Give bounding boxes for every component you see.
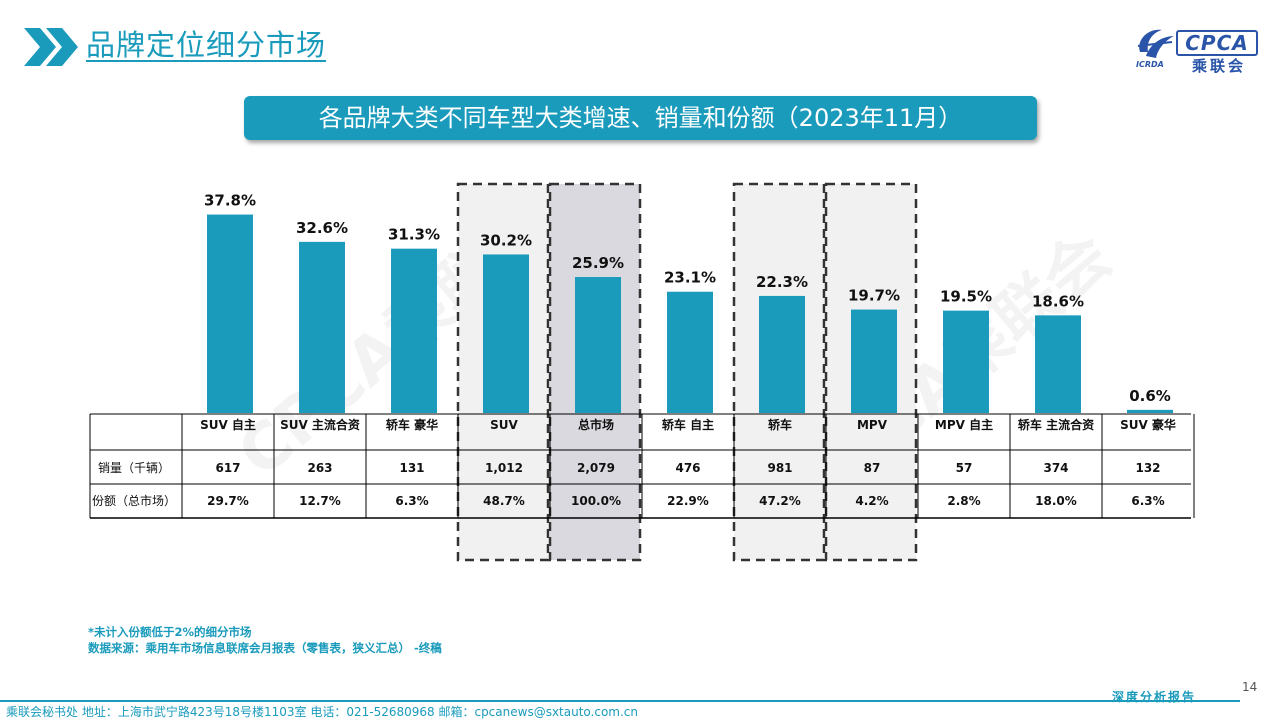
- table-cell: 22.9%: [667, 494, 709, 508]
- table-cell: 18.0%: [1035, 494, 1077, 508]
- table-cell: 48.7%: [483, 494, 525, 508]
- footer-divider: [0, 700, 1240, 702]
- chart-title-banner: 各品牌大类不同车型大类增速、销量和份额（2023年11月）: [244, 96, 1037, 140]
- table-cell: 100.0%: [571, 494, 621, 508]
- cpca-logo: CPCA 乘联会 ICRDA: [1132, 22, 1260, 75]
- bar: [299, 241, 345, 413]
- bar: [575, 277, 621, 413]
- x-tick-label: MPV 自主: [934, 418, 994, 432]
- table-cell: 29.7%: [207, 494, 249, 508]
- table-cell: 131: [399, 461, 425, 475]
- x-tick-label: MPV: [856, 418, 888, 432]
- bar-value-label: 22.3%: [756, 273, 808, 291]
- table-cell: 4.2%: [855, 494, 889, 508]
- x-tick-label: SUV 自主: [200, 418, 256, 432]
- cpca-emblem-icon: [1137, 29, 1174, 58]
- x-tick-label: SUV 豪华: [1120, 418, 1176, 432]
- footer-contact: 乘联会秘书处 地址：上海市武宁路423号18号楼1103室 电话：021-526…: [6, 705, 639, 719]
- bar-value-label: 31.3%: [388, 226, 440, 244]
- report-tag: 深度分析报告: [1112, 690, 1197, 704]
- x-tick-label: SUV 主流合资: [280, 418, 360, 432]
- bar-value-label: 18.6%: [1032, 292, 1084, 310]
- bar-value-label: 30.2%: [480, 231, 532, 249]
- bar: [943, 310, 989, 413]
- table-cell: 476: [675, 461, 701, 475]
- bar-value-label: 25.9%: [572, 254, 624, 272]
- table-cell: 132: [1135, 461, 1161, 475]
- page-number: 14: [1242, 680, 1258, 694]
- table-cell: 263: [307, 461, 333, 475]
- bar-value-label: 37.8%: [204, 192, 256, 210]
- table-cell: 57: [955, 461, 973, 475]
- cpca-logo-en: ICRDA: [1136, 60, 1164, 69]
- table-cell: 617: [215, 461, 241, 475]
- bar-value-label: 19.7%: [848, 287, 900, 305]
- bar-value-label: 19.5%: [940, 288, 992, 306]
- table-cell: 374: [1043, 461, 1069, 475]
- row-header: 销量（千辆）: [98, 461, 171, 475]
- double-chevron-icon: [24, 28, 78, 66]
- highlight-box: [824, 182, 918, 562]
- bar-value-label: 32.6%: [296, 219, 348, 237]
- x-tick-label: SUV: [490, 418, 518, 432]
- footnote: *未计入份额低于2%的细分市场: [88, 625, 252, 639]
- table-cell: 12.7%: [299, 494, 341, 508]
- x-tick-label: 轿车 主流合资: [1017, 418, 1095, 432]
- x-tick-label: 轿车 豪华: [385, 418, 439, 432]
- bar: [483, 254, 529, 413]
- table-cell: 2.8%: [947, 494, 981, 508]
- bar: [207, 214, 253, 413]
- bar: [1127, 409, 1173, 413]
- bar: [851, 309, 897, 413]
- table-cell: 87: [863, 461, 881, 475]
- row-header: 份额（总市场）: [92, 494, 177, 508]
- bar: [391, 248, 437, 413]
- x-tick-label: 轿车: [767, 418, 792, 432]
- x-tick-label: 总市场: [577, 418, 614, 432]
- bar: [667, 291, 713, 413]
- data-source: 数据来源：乘用车市场信息联席会月报表（零售表，狭义汇总） -终稿: [88, 641, 442, 655]
- bar: [1035, 315, 1081, 413]
- table-cell: 47.2%: [759, 494, 801, 508]
- cpca-logo-cn: 乘联会: [1191, 57, 1246, 75]
- table-cell: 981: [767, 461, 793, 475]
- table-cell: 6.3%: [1131, 494, 1165, 508]
- bar-value-label: 0.6%: [1129, 387, 1171, 405]
- table-cell: 6.3%: [395, 494, 429, 508]
- bar-value-label: 23.1%: [664, 269, 716, 287]
- cpca-logo-text: CPCA: [1176, 30, 1258, 56]
- bar: [759, 295, 805, 413]
- table-cell: 1,012: [485, 461, 523, 475]
- x-tick-label: 轿车 自主: [661, 418, 715, 432]
- page-title: 品牌定位细分市场: [86, 28, 327, 62]
- table-cell: 2,079: [577, 461, 615, 475]
